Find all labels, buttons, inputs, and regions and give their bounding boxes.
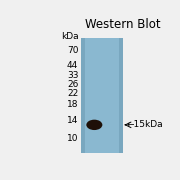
Text: 10: 10: [67, 134, 78, 143]
Bar: [120, 38, 123, 153]
Text: 44: 44: [67, 61, 78, 70]
Text: 22: 22: [67, 89, 78, 98]
Bar: [81, 38, 85, 153]
Text: 14: 14: [67, 116, 78, 125]
Text: 26: 26: [67, 80, 78, 89]
Bar: [81, 38, 123, 153]
Text: 18: 18: [67, 100, 78, 109]
Text: Western Blot: Western Blot: [85, 18, 161, 31]
Text: 33: 33: [67, 71, 78, 80]
Ellipse shape: [86, 120, 102, 130]
Text: 70: 70: [67, 46, 78, 55]
Text: kDa: kDa: [61, 32, 78, 41]
Text: ←15kDa: ←15kDa: [126, 120, 163, 129]
